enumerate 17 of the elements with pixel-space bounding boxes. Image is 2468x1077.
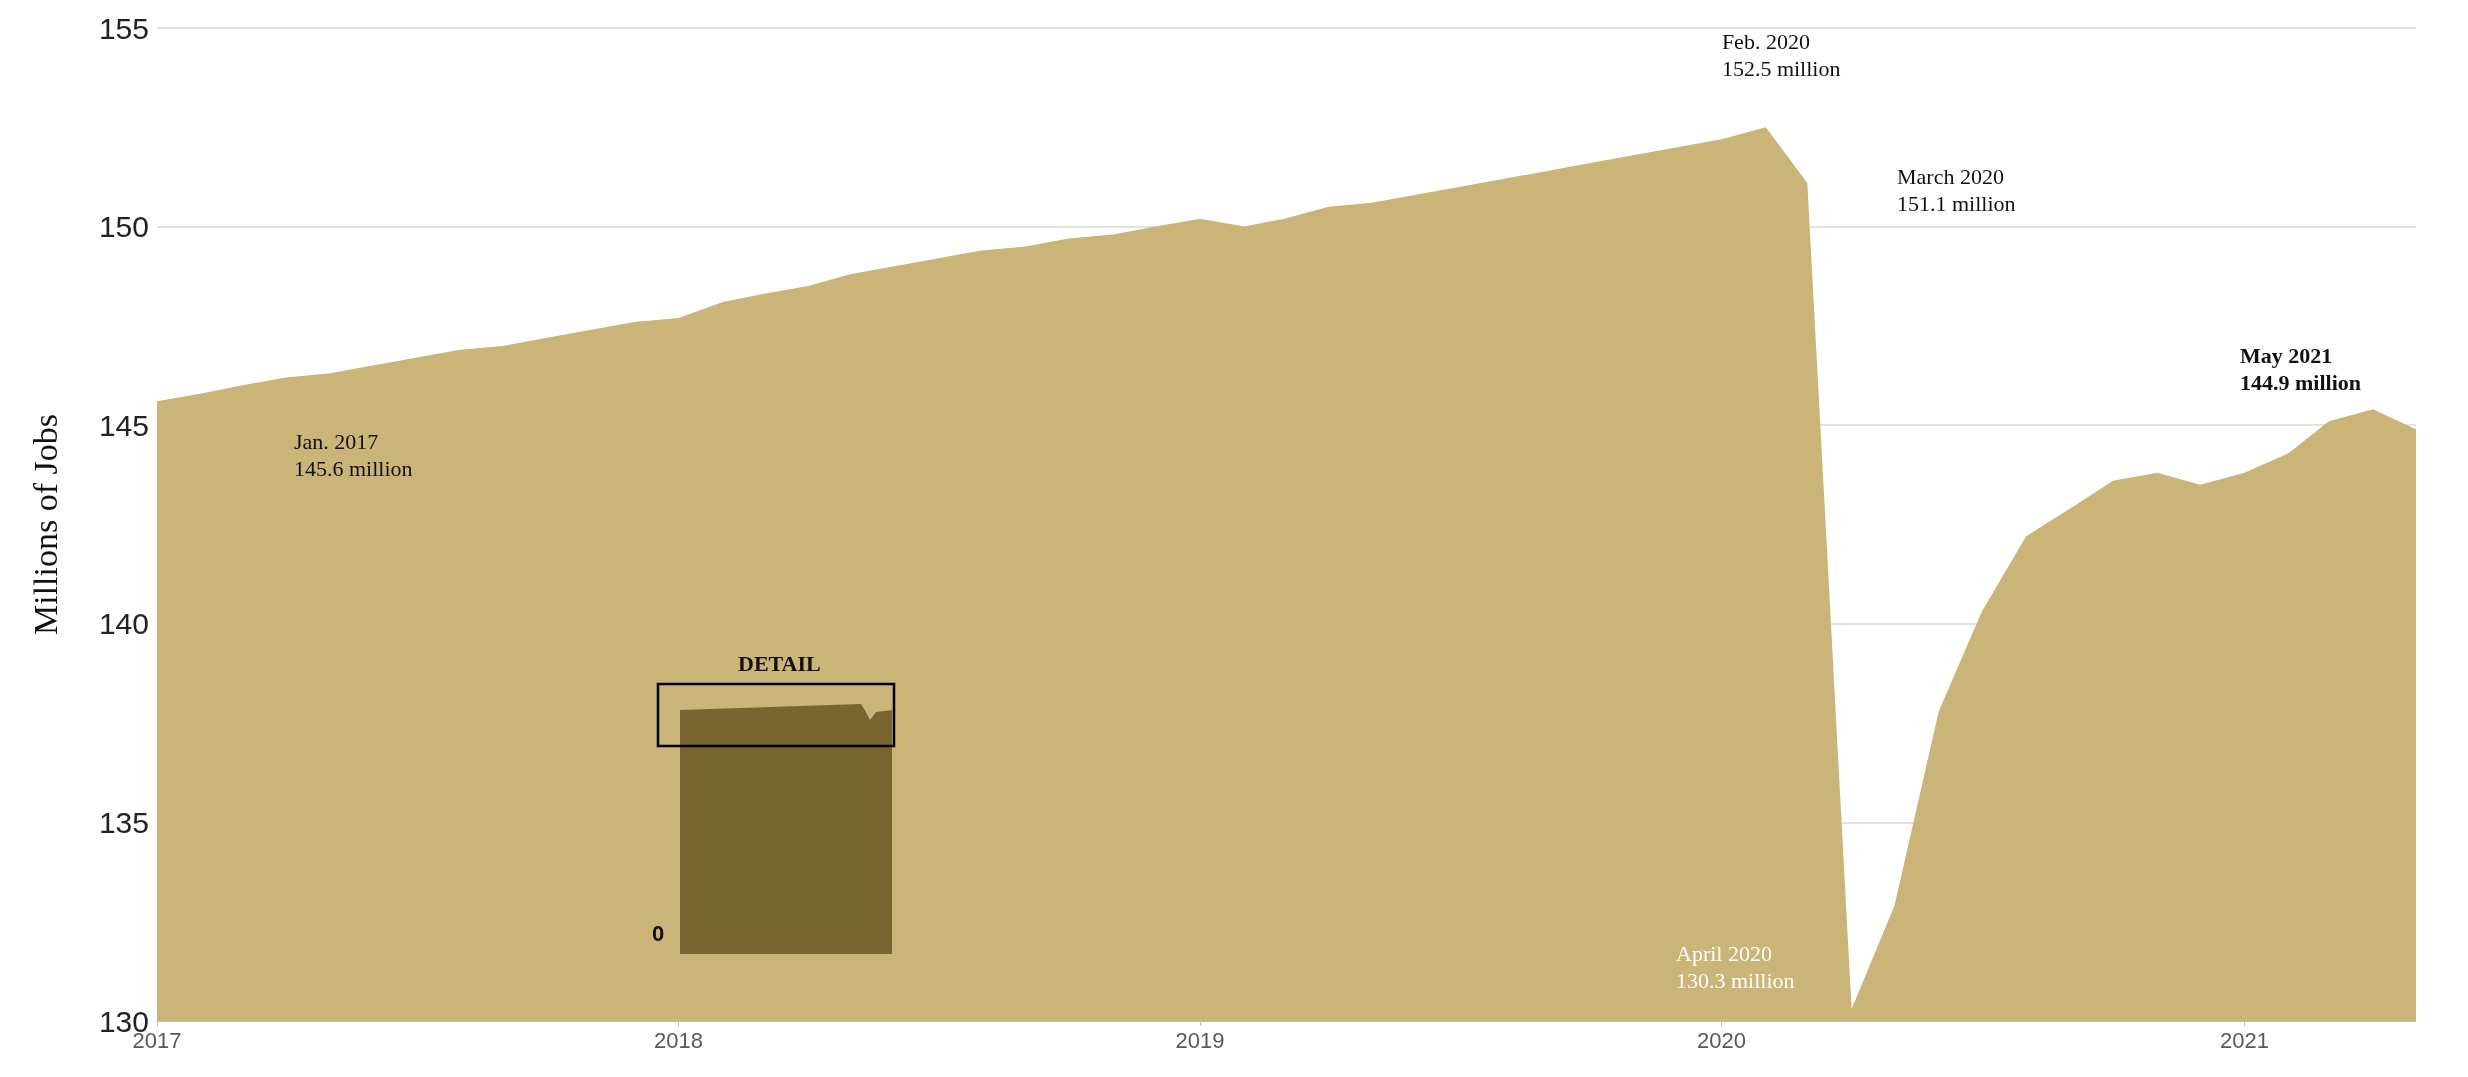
y-tick-label: 145 (98, 408, 149, 442)
annotation: March 2020 151.1 million (1897, 163, 2016, 217)
y-tick-label: 155 (98, 11, 149, 45)
x-tick-label: 2021 (2220, 1027, 2270, 1053)
x-tick-label: 2019 (1175, 1027, 1225, 1053)
y-tick-label: 150 (98, 210, 149, 244)
y-tick-label: 140 (98, 607, 149, 641)
annotation: April 2020 130.3 million (1676, 940, 1795, 994)
x-tick-label: 2020 (1697, 1027, 1747, 1053)
annotation: DETAIL (738, 650, 821, 677)
annotation: 0 (652, 920, 665, 947)
annotation: May 2021 144.9 million (2240, 342, 2362, 396)
y-tick-label: 135 (98, 805, 149, 839)
x-tick-label: 2018 (654, 1027, 703, 1053)
annotation: Feb. 2020 152.5 million (1721, 29, 1841, 82)
annotation: Jan. 2017 145.6 million (294, 428, 413, 482)
y-axis-title: Millions of Jobs (26, 413, 64, 636)
